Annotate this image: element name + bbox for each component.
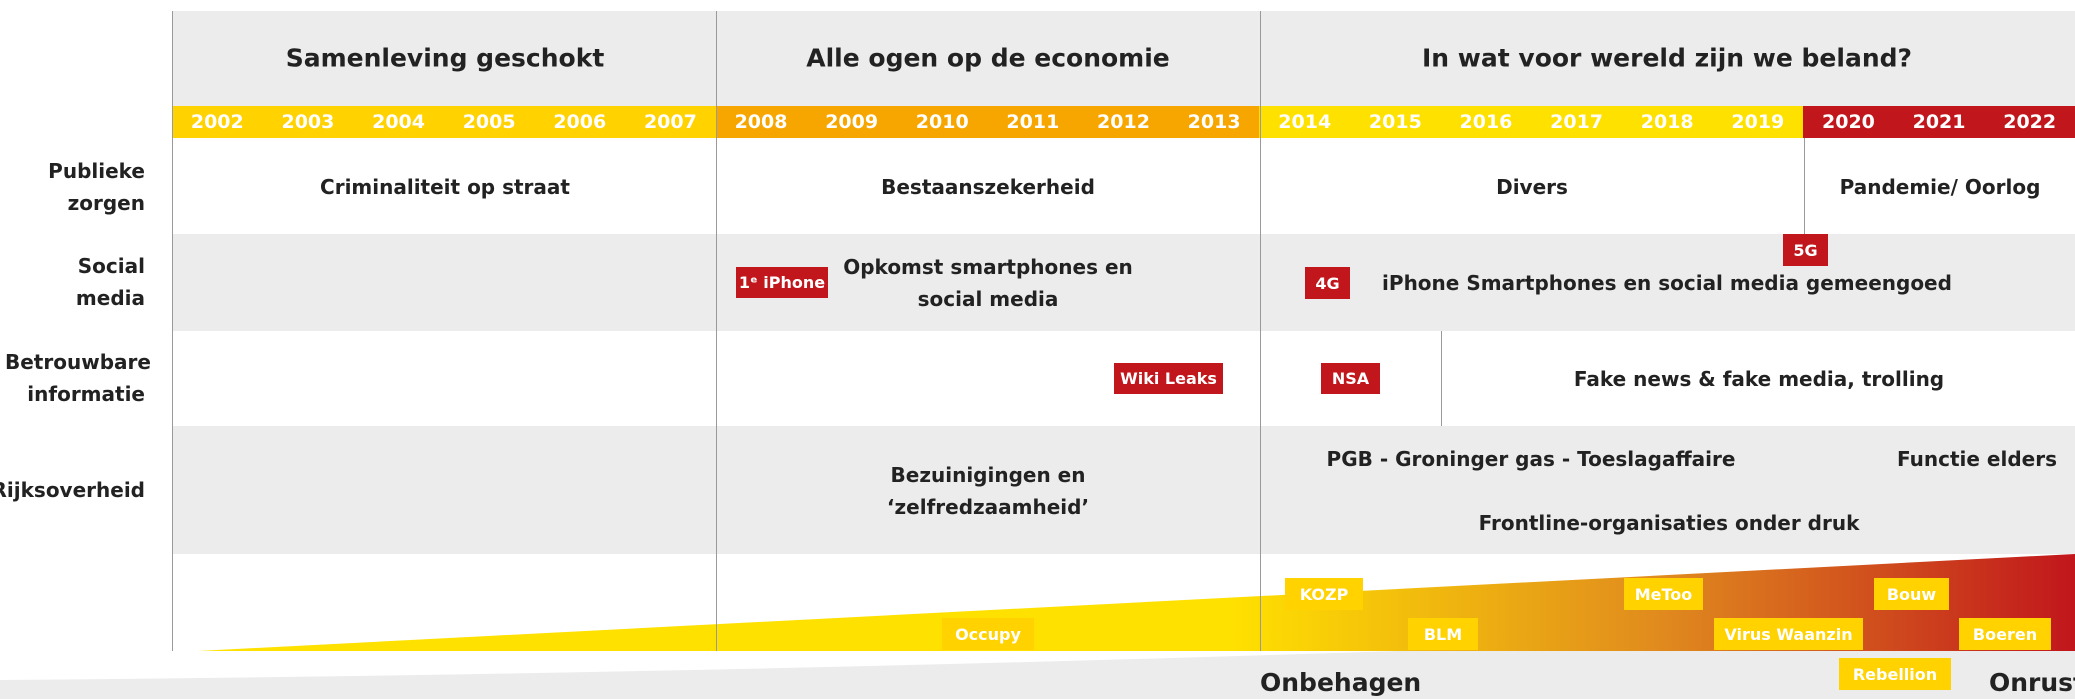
row-label: Rijksoverheid xyxy=(0,478,145,502)
bottom-label: Onbehagen xyxy=(1260,668,1422,697)
item: Pandemie/ Oorlog xyxy=(1839,175,2041,199)
year: 2005 xyxy=(443,106,535,138)
unrest-tag: Occupy xyxy=(942,618,1034,650)
divider xyxy=(1260,11,1261,651)
year: 2016 xyxy=(1440,106,1532,138)
item: Bezuinigingen en ‘zelfredzaamheid’ xyxy=(886,463,1090,519)
divider xyxy=(1804,138,1805,234)
year: 2022 xyxy=(1984,106,2075,138)
unrest-tag: Boeren xyxy=(1959,618,2051,650)
row-label: Publieke zorgen xyxy=(48,159,145,215)
item: Divers xyxy=(1496,175,1568,199)
year: 2002 xyxy=(172,106,263,138)
year: 2004 xyxy=(353,106,444,138)
unrest-tag: Rebellion xyxy=(1839,658,1951,690)
year: 2011 xyxy=(987,106,1079,138)
year: 2015 xyxy=(1350,106,1441,138)
year: 2008 xyxy=(715,106,807,138)
unrest-tag: KOZP xyxy=(1285,578,1363,610)
tag: Wiki Leaks xyxy=(1114,363,1223,394)
item: iPhone Smartphones en social media gemee… xyxy=(1382,271,1952,295)
item: Functie elders xyxy=(1896,447,2058,471)
divider xyxy=(1441,331,1442,426)
year: 2003 xyxy=(262,106,354,138)
item: Opkomst smartphones en social media xyxy=(843,255,1133,311)
item: Criminaliteit op straat xyxy=(320,175,570,199)
unrest-wedge xyxy=(198,554,2075,651)
period-title: Alle ogen op de economie xyxy=(806,43,1170,73)
year: 2012 xyxy=(1078,106,1169,138)
tag: 1ᵉ iPhone xyxy=(736,267,828,298)
period-title: Samenleving geschokt xyxy=(285,43,605,73)
year: 2010 xyxy=(896,106,988,138)
header-band xyxy=(172,11,2075,106)
period-title: In wat voor wereld zijn we beland? xyxy=(1421,43,1913,73)
year: 2014 xyxy=(1259,106,1351,138)
year: 2017 xyxy=(1531,106,1622,138)
item: Fake news & fake media, trolling xyxy=(1573,367,1945,391)
year: 2019 xyxy=(1712,106,1804,138)
year: 2007 xyxy=(625,106,716,138)
divider xyxy=(716,11,717,651)
row-band xyxy=(172,426,2075,554)
unrest-tag: Virus Waanzin xyxy=(1714,618,1863,650)
tag: 4G xyxy=(1305,267,1350,299)
item: PGB - Groninger gas - Toeslagaffaire xyxy=(1326,447,1736,471)
row-band xyxy=(172,234,2075,331)
year: 2020 xyxy=(1803,106,1894,138)
swoosh xyxy=(0,625,2075,699)
year: 2013 xyxy=(1168,106,1260,138)
divider xyxy=(172,11,173,651)
item: Bestaanszekerheid xyxy=(881,175,1095,199)
unrest-tag: Bouw xyxy=(1874,578,1949,610)
year: 2018 xyxy=(1621,106,1713,138)
tag: 5G xyxy=(1783,234,1828,266)
year: 2009 xyxy=(806,106,897,138)
year: 2021 xyxy=(1893,106,1985,138)
bottom-label: Onrust xyxy=(1989,668,2075,697)
unrest-tag: BLM xyxy=(1408,618,1478,650)
year: 2006 xyxy=(534,106,626,138)
unrest-tag: MeToo xyxy=(1624,578,1703,610)
tag: NSA xyxy=(1321,363,1380,394)
row-label: Social media xyxy=(75,254,145,310)
item: Frontline-organisaties onder druk xyxy=(1478,511,1860,535)
row-label: Betrouwbare informatie xyxy=(5,350,151,406)
